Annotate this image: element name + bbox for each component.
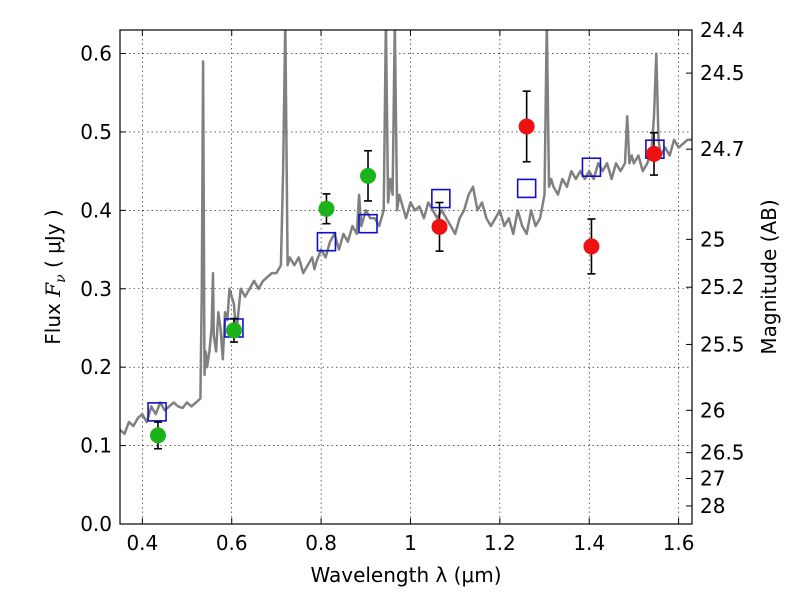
grid — [120, 30, 692, 525]
y-tick-label: 0.6 — [80, 42, 112, 66]
x-tick-label: 1.6 — [663, 531, 695, 555]
magnitude-tick-label: 25 — [700, 227, 725, 251]
green-photometry-point — [225, 322, 242, 339]
model-photometry-marker — [581, 157, 602, 178]
model-photometry-marker — [316, 231, 337, 252]
magnitude-tick-label: 24.7 — [700, 137, 745, 161]
magnitude-tick-label: 26.5 — [700, 441, 745, 465]
y-axis-label-unit: ( μJy ) — [41, 209, 65, 274]
green-photometry-point — [149, 427, 166, 444]
y-tick-label: 0.0 — [80, 512, 112, 536]
magnitude-tick-label: 24.4 — [700, 18, 745, 42]
plot-frame — [119, 29, 693, 525]
red-photometry-point — [583, 238, 600, 255]
magnitude-tick-label: 26 — [700, 398, 725, 422]
green-photometry-point — [318, 200, 335, 217]
red-photometry-point — [646, 145, 663, 162]
x-tick-label: 1.2 — [484, 531, 516, 555]
y-tick-label: 0.5 — [80, 120, 112, 144]
magnitude-tick-label: 27 — [700, 467, 725, 491]
y-tick-label: 0.2 — [80, 355, 112, 379]
x-tick-label: 1.4 — [573, 531, 605, 555]
x-tick-label: 1 — [404, 531, 417, 555]
y-tick-label: 0.1 — [80, 434, 112, 458]
y-axis-label-subscript: ν — [53, 274, 69, 283]
y-axis-label-symbol: F — [41, 282, 65, 298]
x-tick-label: 0.4 — [126, 531, 158, 555]
green-photometry-point — [360, 167, 377, 184]
y-tick-label: 0.3 — [80, 277, 112, 301]
model-photometry-marker — [516, 178, 537, 199]
model-photometry-marker — [147, 402, 167, 422]
magnitude-tick-label: 28 — [700, 494, 725, 518]
model-photometry-marker — [431, 188, 451, 209]
magnitude-tick-label: 24.5 — [700, 61, 745, 85]
model-photometry-marker — [358, 213, 378, 234]
y-tick-label: 0.4 — [80, 198, 112, 222]
x-tick-label: 0.6 — [216, 531, 248, 555]
plot-area — [120, 30, 692, 450]
magnitude-tick-label: 25.5 — [700, 332, 745, 356]
red-photometry-point — [431, 218, 448, 235]
spectrum-line — [120, 30, 692, 436]
y-axis-label: Flux Fν ( μJy ) — [41, 209, 69, 344]
magnitude-tick-label: 25.2 — [700, 275, 745, 299]
y-axis-label-prefix: Flux — [41, 297, 65, 345]
y2-axis-label: Magnitude (AB) — [757, 199, 781, 354]
x-tick-label: 0.8 — [305, 531, 337, 555]
ticks: 0.4 0.6 0.8 1 1.2 1.4 1.6 0.0 0.1 0.2 0.3 0.4 0.5 0.6… — [80, 18, 744, 555]
x-axis-label: Wavelength λ (μm) — [310, 563, 501, 587]
red-photometry-point — [518, 118, 535, 135]
